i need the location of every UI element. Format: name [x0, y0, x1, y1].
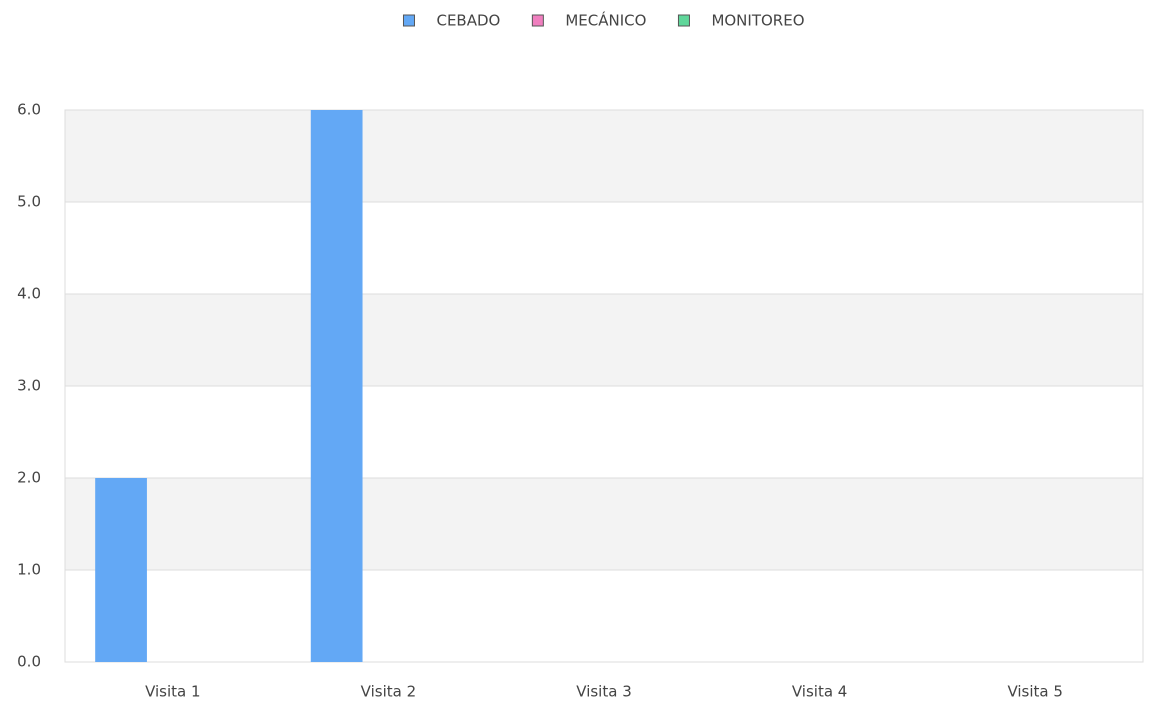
grid-band — [65, 294, 1143, 386]
y-tick-label: 1.0 — [17, 561, 41, 579]
bar — [95, 478, 147, 662]
legend-swatch — [531, 14, 544, 27]
y-tick-label: 6.0 — [17, 101, 41, 119]
x-tick-label: Visita 2 — [361, 683, 416, 701]
y-tick-label: 3.0 — [17, 377, 41, 395]
x-tick-label: Visita 1 — [145, 683, 200, 701]
legend-label: MONITOREO — [711, 12, 804, 30]
grid-band — [65, 110, 1143, 202]
legend-label: MECÁNICO — [565, 11, 646, 30]
y-tick-label: 2.0 — [17, 469, 41, 487]
y-tick-label: 5.0 — [17, 193, 41, 211]
legend-swatch — [402, 14, 415, 27]
bar — [310, 110, 363, 662]
legend-swatch — [677, 14, 690, 27]
plot-frame — [64, 109, 1144, 663]
grid-band — [65, 478, 1143, 570]
x-tick-label: Visita 4 — [792, 683, 847, 701]
x-tick-label: Visita 5 — [1007, 683, 1062, 701]
legend-label: CEBADO — [436, 12, 500, 30]
x-tick-label: Visita 3 — [576, 683, 631, 701]
y-tick-label: 0.0 — [17, 653, 41, 671]
y-tick-label: 4.0 — [17, 285, 41, 303]
